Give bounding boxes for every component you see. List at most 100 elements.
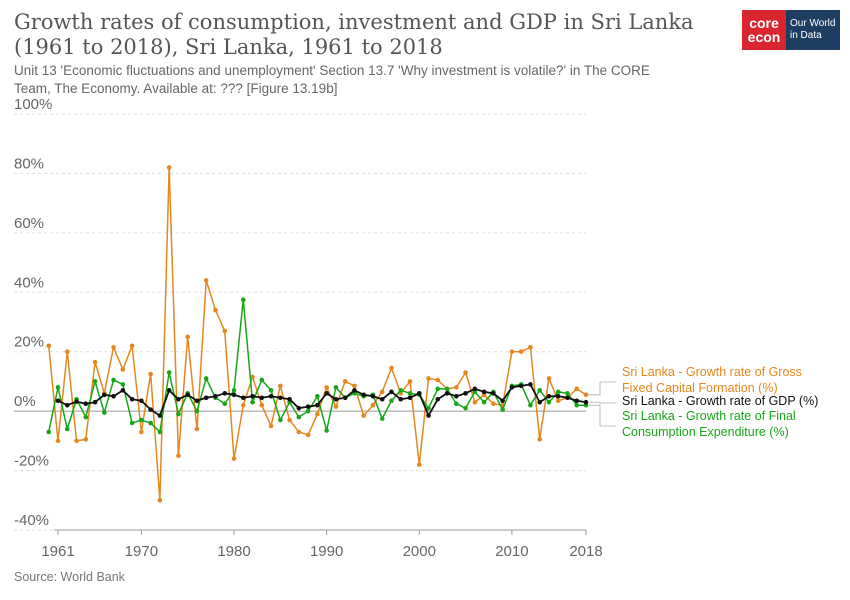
data-point-final (565, 391, 570, 396)
data-point-final (305, 408, 311, 414)
data-point-gfcf (454, 385, 459, 390)
data-point-gfcf (333, 404, 339, 409)
data-point-gdp (472, 386, 478, 392)
data-point-final (278, 417, 283, 423)
x-tick-label: 2010 (495, 543, 528, 560)
data-point-final (435, 386, 441, 392)
data-point-final (315, 393, 320, 399)
legend-label: Sri Lanka - Growth rate of Gross Fixed Ca… (622, 365, 802, 395)
y-tick-label: 40% (14, 274, 44, 291)
data-point-gdp (518, 383, 524, 389)
data-point-gfcf (46, 343, 52, 349)
data-point-final (46, 429, 52, 435)
legend-label: Sri Lanka - Growth rate of GDP (%) (622, 394, 818, 408)
data-point-gfcf (528, 344, 533, 350)
data-point-gdp (500, 398, 505, 404)
data-point-gdp (55, 398, 61, 404)
x-tick-label: 2018 (569, 543, 602, 560)
data-point-final (537, 388, 542, 393)
data-point-final (574, 402, 580, 408)
data-point-final (324, 428, 329, 433)
chart-title: Growth rates of consumption, investment … (14, 10, 694, 59)
logo[interactable]: core econ Our World in Data (742, 10, 840, 50)
data-point-gdp (278, 395, 283, 401)
data-point-gfcf (287, 417, 292, 423)
data-point-gdp (407, 395, 413, 401)
data-point-gdp (555, 393, 561, 399)
data-point-final (157, 429, 163, 435)
data-point-gfcf (518, 349, 524, 355)
data-point-gfcf (435, 377, 441, 383)
data-point-final (481, 399, 487, 405)
data-point-gdp (574, 398, 580, 404)
data-point-gdp (379, 396, 385, 402)
data-point-gfcf (509, 349, 515, 355)
data-point-gfcf (148, 371, 153, 377)
data-point-gdp (102, 392, 107, 398)
data-point-gdp (287, 396, 292, 402)
data-point-final (426, 405, 431, 411)
data-point-gfcf (407, 379, 413, 384)
data-point-gfcf (157, 497, 163, 503)
x-tick-label: 1961 (41, 543, 74, 560)
data-point-gfcf (342, 379, 348, 384)
data-point-gdp (268, 393, 274, 399)
data-point-gfcf (426, 376, 431, 381)
data-point-gfcf (416, 462, 422, 467)
chart-subtitle: Unit 13 'Economic fluctuations and unemp… (14, 63, 650, 96)
data-point-gfcf (222, 328, 228, 334)
source-note: Source: World Bank (14, 570, 125, 584)
data-point-gfcf (352, 383, 357, 389)
data-point-final (129, 420, 135, 426)
data-point-final (64, 426, 70, 432)
data-point-gdp (342, 395, 348, 401)
data-point-gdp (231, 392, 237, 398)
data-point-gfcf (324, 385, 329, 390)
data-point-gfcf (555, 398, 561, 404)
data-point-gfcf (546, 376, 552, 381)
y-tick-label: 20% (14, 334, 44, 351)
data-point-final (222, 401, 228, 407)
data-point-gdp (565, 395, 570, 401)
y-tick-label: 80% (14, 155, 44, 172)
data-point-gdp (583, 399, 589, 405)
data-point-gdp (296, 405, 302, 411)
data-point-gdp (463, 391, 468, 396)
x-tick-label: 2000 (403, 543, 436, 560)
data-point-gfcf (194, 426, 200, 432)
data-point-gfcf (129, 343, 135, 349)
data-point-gdp (305, 404, 311, 409)
data-point-final (379, 416, 385, 421)
data-point-final (139, 417, 144, 423)
legend-connector (589, 381, 616, 396)
data-point-final (55, 385, 61, 390)
x-tick-label: 1970 (125, 543, 158, 560)
data-point-gdp (416, 391, 422, 396)
data-point-gfcf (240, 402, 246, 408)
data-point-gfcf (120, 367, 126, 372)
series-line-gdp (57, 383, 587, 417)
data-point-gfcf (213, 307, 218, 313)
data-point-final (454, 401, 459, 407)
data-point-gfcf (83, 437, 89, 442)
legend-connector (589, 404, 616, 427)
data-point-final (83, 414, 89, 420)
core-logo-top: core (749, 15, 779, 31)
data-point-gfcf (491, 401, 496, 407)
data-point-gdp (129, 396, 135, 402)
data-point-gdp (250, 393, 255, 399)
data-point-gdp (213, 393, 218, 399)
data-point-final (268, 388, 274, 393)
data-point-gfcf (74, 438, 79, 444)
data-point-final (102, 410, 107, 415)
data-point-gfcf (463, 370, 468, 375)
core-logo-bottom: econ (747, 29, 781, 45)
y-tick-label: 100% (14, 96, 52, 113)
data-point-gfcf (111, 344, 116, 350)
data-point-gdp (352, 388, 357, 393)
data-point-gdp (546, 393, 552, 399)
data-point-gdp (509, 385, 515, 390)
legend-label: Sri Lanka - Growth rate of Final Consumpt… (622, 409, 796, 439)
data-point-gdp (537, 399, 542, 405)
